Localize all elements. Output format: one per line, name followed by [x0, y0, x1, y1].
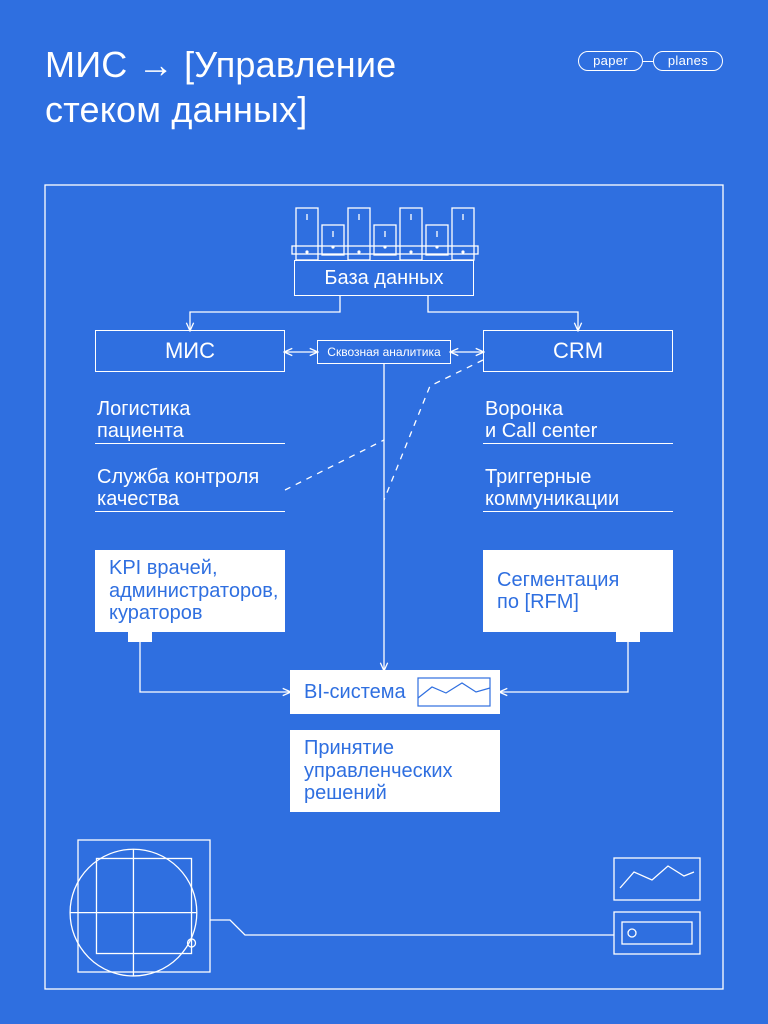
- node-database: База данных: [294, 260, 474, 296]
- edge-crm-bi: [500, 632, 628, 692]
- node-crm-rfm: Сегментация по [RFM]: [483, 550, 673, 632]
- node-crm-row-1: Триггерные коммуникации: [483, 460, 673, 512]
- node-mis-row-0: Логистика пациента: [95, 392, 285, 444]
- edge-tab-crm-bi: [616, 632, 640, 642]
- edge-db-to-crm: [428, 296, 578, 330]
- device-left-icon: [70, 840, 210, 976]
- node-bi: BI-система: [290, 670, 500, 714]
- edge-tab-mis-bi: [128, 632, 152, 642]
- node-mis-kpi: KPI врачей, администраторов, кураторов: [95, 550, 285, 632]
- node-mis-header: МИС: [95, 330, 285, 372]
- node-crm-row-0: Воронка и Call center: [483, 392, 673, 444]
- edge-db-to-mis: [190, 296, 340, 330]
- edge-mis-dash: [285, 440, 384, 490]
- node-crm-header: CRM: [483, 330, 673, 372]
- server-rack-icon: [292, 208, 478, 260]
- node-decisions: Принятие управленческих решений: [290, 730, 500, 812]
- edge-crm-dash: [384, 360, 483, 500]
- stage: МИС → [Управление стеком данных] paper p…: [0, 0, 768, 1024]
- device-right-chart-icon: [614, 858, 700, 900]
- edge-mis-bi: [140, 632, 290, 692]
- edge-dev-link: [210, 920, 614, 935]
- node-mis-row-1: Служба контроля качества: [95, 460, 285, 512]
- device-right-control-icon: [614, 912, 700, 954]
- node-analytics: Сквозная аналитика: [317, 340, 451, 364]
- diagram-canvas: База данныхМИС CRM Сквозная аналитика Логис…: [0, 0, 768, 1024]
